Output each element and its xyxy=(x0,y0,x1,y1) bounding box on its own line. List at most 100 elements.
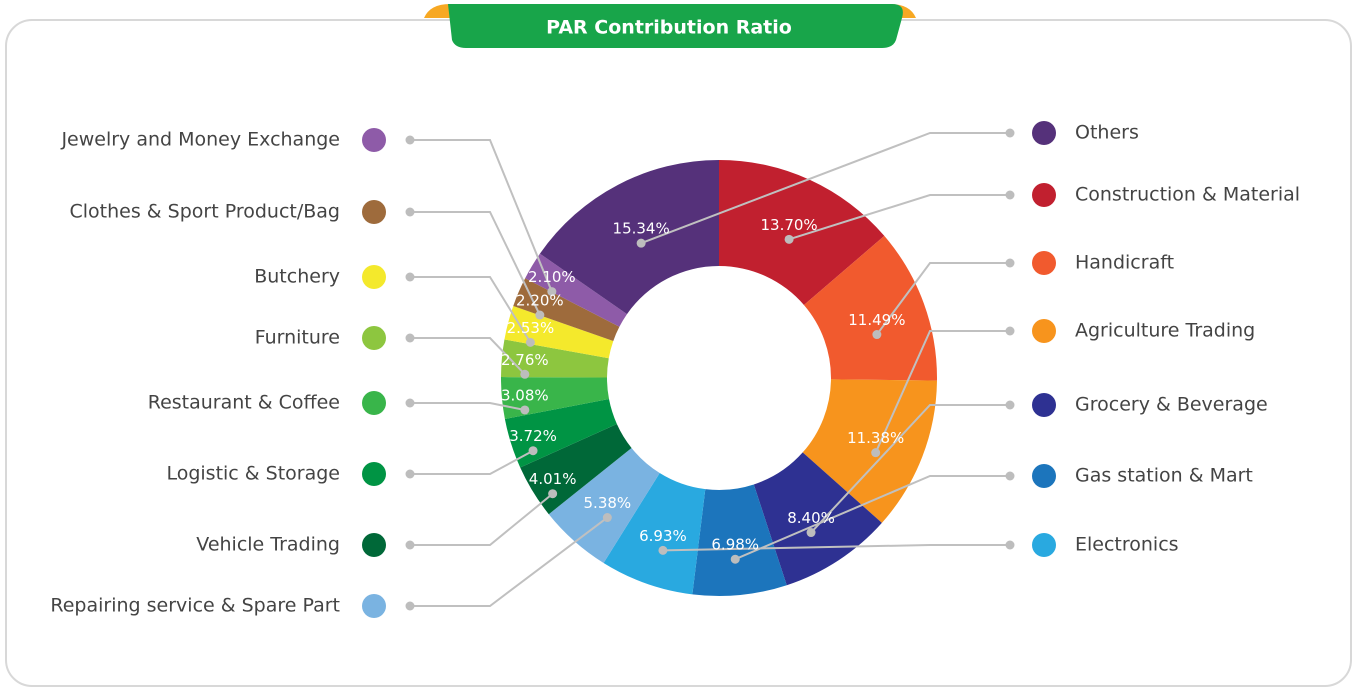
legend-marker xyxy=(1032,533,1056,557)
slice xyxy=(539,160,719,315)
leader-line xyxy=(410,492,554,546)
value-label: 13.70% xyxy=(760,216,817,234)
legend-label: Agriculture Trading xyxy=(1075,320,1255,342)
leader-dot xyxy=(602,513,612,523)
leader-line xyxy=(734,475,1010,561)
legend-marker xyxy=(1032,464,1056,488)
legend-label: Jewelry and Money Exchange xyxy=(60,129,340,151)
legend-label: Clothes & Sport Product/Bag xyxy=(70,201,340,223)
leader-line xyxy=(410,516,608,607)
leader-dot xyxy=(405,398,415,408)
leader-line xyxy=(788,194,1010,241)
legend-marker xyxy=(362,594,386,618)
leader-dot xyxy=(1005,258,1015,268)
leader-line xyxy=(410,449,534,475)
slice xyxy=(504,305,614,359)
leader-line xyxy=(410,211,541,316)
legend-marker xyxy=(362,265,386,289)
slice xyxy=(753,452,882,586)
leader-line xyxy=(874,330,1010,454)
leader-dot xyxy=(658,545,668,555)
leader-dot xyxy=(405,469,415,479)
legend-marker xyxy=(1032,319,1056,343)
legend-marker xyxy=(1032,121,1056,145)
leader-dot xyxy=(405,207,415,217)
leader-line xyxy=(410,276,532,343)
value-label: 11.38% xyxy=(847,429,904,447)
legend-marker xyxy=(1032,251,1056,275)
leader-dot xyxy=(1005,471,1015,481)
leader-dot xyxy=(520,405,530,415)
leader-dot xyxy=(548,489,558,499)
leader-dot xyxy=(520,369,530,379)
legend-label: Butchery xyxy=(254,266,340,288)
slice xyxy=(520,423,632,515)
value-label: 2.76% xyxy=(501,351,549,369)
slice xyxy=(525,253,628,327)
legend-marker xyxy=(362,200,386,224)
slice xyxy=(803,235,937,381)
slice xyxy=(603,473,706,595)
legend-label: Restaurant & Coffee xyxy=(148,392,340,414)
chart-title: PAR Contribution Ratio xyxy=(546,17,792,39)
leader-dot xyxy=(730,554,740,564)
slice xyxy=(548,447,660,563)
leader-dot xyxy=(405,333,415,343)
leader-dot xyxy=(535,310,545,320)
value-label: 6.98% xyxy=(711,536,759,554)
legend-marker xyxy=(362,533,386,557)
value-label: 2.20% xyxy=(516,292,564,310)
value-label: 8.40% xyxy=(787,509,835,527)
legend-label: Logistic & Storage xyxy=(166,463,340,485)
slice xyxy=(692,484,787,596)
value-label: 2.10% xyxy=(528,268,576,286)
leader-dot xyxy=(871,448,881,458)
legend-label: Electronics xyxy=(1075,534,1179,556)
legend-marker xyxy=(1032,393,1056,417)
slice xyxy=(719,160,885,305)
slice xyxy=(501,339,609,378)
leader-dot xyxy=(636,238,646,248)
legend-marker xyxy=(362,462,386,486)
legend-label: Vehicle Trading xyxy=(196,534,340,556)
legend-label: Grocery & Beverage xyxy=(1075,394,1268,416)
value-label: 3.72% xyxy=(509,427,557,445)
value-label: 4.01% xyxy=(529,470,577,488)
leader-dot xyxy=(525,337,535,347)
leader-dot xyxy=(405,540,415,550)
leader-dot xyxy=(1005,400,1015,410)
title-tab xyxy=(448,4,903,48)
leader-dot xyxy=(547,287,557,297)
legend-label: Gas station & Mart xyxy=(1075,465,1253,487)
leader-line xyxy=(410,337,526,375)
legend-label: Handicraft xyxy=(1075,252,1174,274)
leader-dot xyxy=(784,234,794,244)
leader-dot xyxy=(528,446,538,456)
leader-line xyxy=(410,402,526,411)
leader-dot xyxy=(1005,128,1015,138)
leader-dot xyxy=(405,135,415,145)
legend-label: Repairing service & Spare Part xyxy=(50,595,340,617)
legend-marker xyxy=(362,326,386,350)
leader-dot xyxy=(1005,326,1015,336)
leader-dot xyxy=(405,272,415,282)
leader-dot xyxy=(806,528,816,538)
leader-dot xyxy=(872,330,882,340)
legend-marker xyxy=(362,128,386,152)
slice xyxy=(513,278,620,341)
leader-dot xyxy=(1005,540,1015,550)
legend-label: Construction & Material xyxy=(1075,184,1300,206)
legend-label: Others xyxy=(1075,122,1139,144)
leader-line xyxy=(810,404,1010,534)
value-label: 3.08% xyxy=(501,386,549,404)
leader-line xyxy=(662,544,1010,552)
leader-line xyxy=(876,262,1010,336)
legend-marker xyxy=(362,391,386,415)
legend-label: Furniture xyxy=(255,327,340,349)
value-label: 6.93% xyxy=(639,527,687,545)
legend-marker xyxy=(1032,183,1056,207)
value-label: 5.38% xyxy=(584,494,632,512)
leader-line xyxy=(640,132,1010,245)
value-label: 15.34% xyxy=(613,220,670,238)
